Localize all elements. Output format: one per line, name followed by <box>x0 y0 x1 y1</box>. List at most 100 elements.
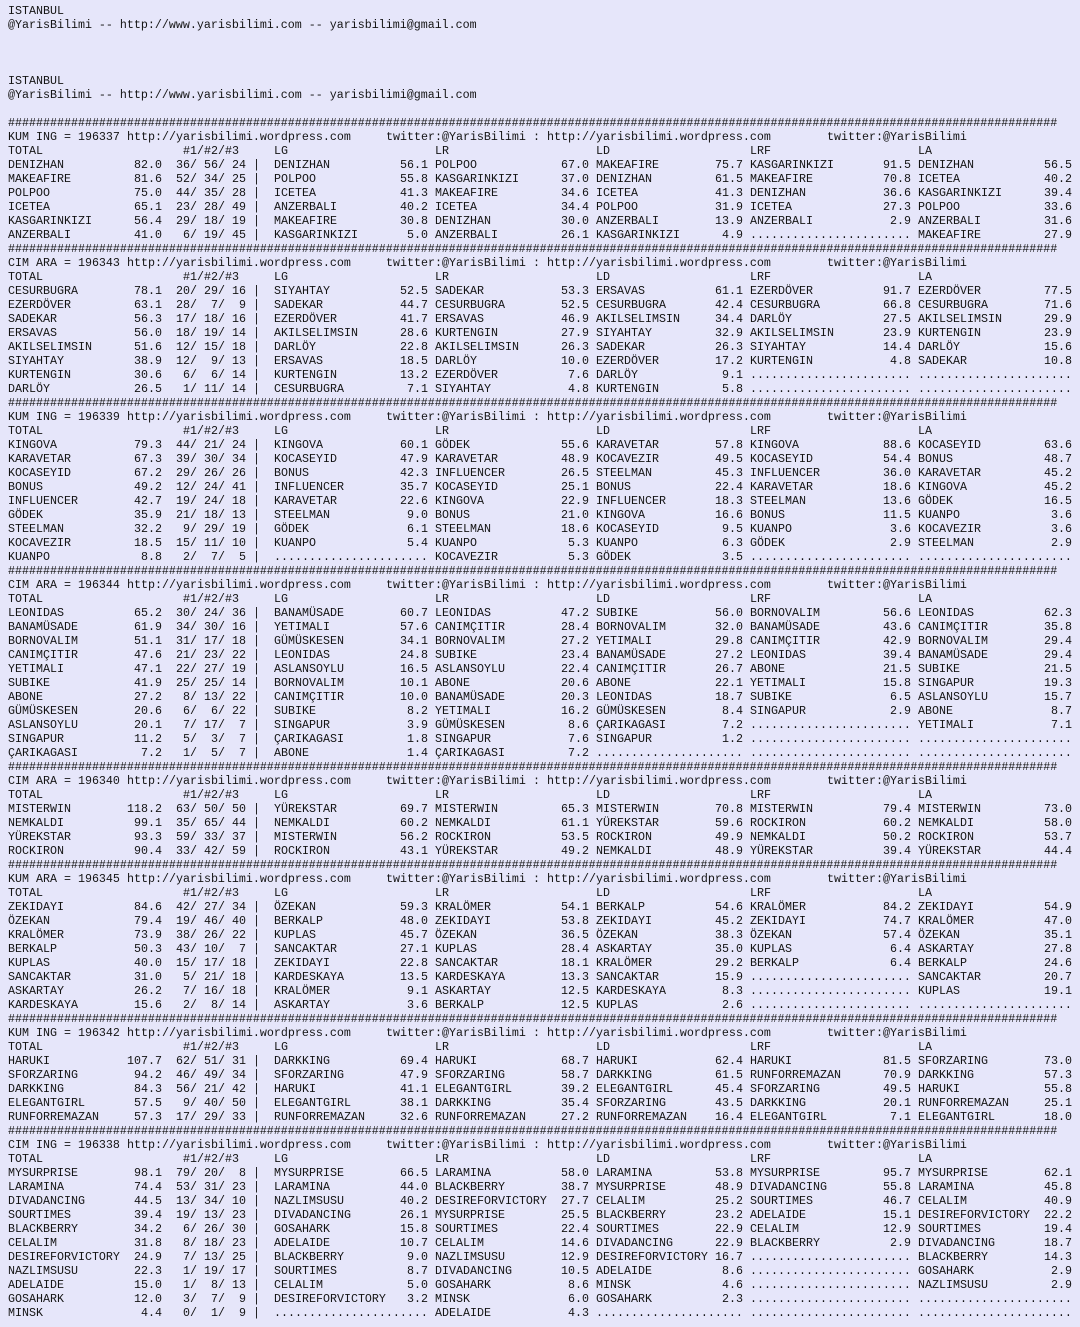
lg-name: MYSURPRISE <box>274 1166 344 1180</box>
rank1-count: 1 <box>183 746 190 760</box>
ld-score: 16.7 <box>715 1250 743 1264</box>
lg-name: CELALIM <box>274 1278 323 1292</box>
la-score: 15.7 <box>1044 690 1072 704</box>
lg-name: KARAVETAR <box>274 494 337 508</box>
lg-name: KUANPO <box>274 536 316 550</box>
total-name: KUPLAS <box>8 956 50 970</box>
column-header-row: TOTAL #1/#2/#3 LG LR LD LRF LA <box>8 144 1080 158</box>
slash: / <box>218 1264 225 1278</box>
lrf-score: 36.6 <box>883 186 911 200</box>
rank3-count: 18 <box>232 494 246 508</box>
lr-name: KOCAVEZIR <box>435 550 498 564</box>
slash: / <box>190 158 197 172</box>
lr-score: 26.1 <box>561 228 589 242</box>
lrf-score: 2.9 <box>890 1236 911 1250</box>
lr-name: RUNFORREMAZAN <box>435 1110 526 1124</box>
slash: / <box>218 620 225 634</box>
slash: / <box>190 634 197 648</box>
la-score: 53.7 <box>1044 830 1072 844</box>
ld-score: 61.5 <box>715 172 743 186</box>
rank3-count: 19 <box>232 662 246 676</box>
slash: / <box>190 970 197 984</box>
rank3-count: 19 <box>232 522 246 536</box>
slash: / <box>190 1194 197 1208</box>
rank1-count: 43 <box>176 942 190 956</box>
la-name: CESURBUGRA <box>918 298 988 312</box>
total-score: 30.6 <box>134 368 162 382</box>
lr-name: ASLANSOYLU <box>435 662 505 676</box>
lg-name: DARKKING <box>274 1054 330 1068</box>
rank1-count: 5 <box>183 732 190 746</box>
table-row: KUPLAS 40.0 15/17/18 | ZEKIDAYI 22.8 SANCAKTAR… <box>8 956 1080 970</box>
lr-name: HARUKI <box>435 1054 477 1068</box>
pipe-divider: | <box>253 284 260 298</box>
rank2-count: 8 <box>211 998 218 1012</box>
separator: ########################################… <box>8 1012 1058 1026</box>
column-header-lrf: LRF <box>750 886 771 900</box>
ld-score: 4.9 <box>722 228 743 242</box>
ld-name: CESURBUGRA <box>596 298 666 312</box>
total-name: INFLUENCER <box>8 494 78 508</box>
la-name: SINGAPUR <box>918 676 974 690</box>
lrf-name: HARUKI <box>750 1054 792 1068</box>
slash: / <box>218 340 225 354</box>
lrf-name: SINGAPUR <box>750 704 806 718</box>
slash: / <box>218 1222 225 1236</box>
slash: / <box>218 368 225 382</box>
total-name: GÜMÜSKESEN <box>8 704 78 718</box>
rank1-count: 13 <box>176 1194 190 1208</box>
table-row: ELEGANTGIRL 57.5 9/40/50 | ELEGANTGIRL 38.1 DA… <box>8 1096 1080 1110</box>
total-score: 35.9 <box>134 508 162 522</box>
slash: / <box>218 1306 225 1320</box>
lg-score: 56.1 <box>400 158 428 172</box>
table-row: ÇARIKAGASI 7.2 1/5/7 | ABONE 1.4 ÇARIKAGASI 7.2… <box>8 746 1080 760</box>
lrf-score: 2.9 <box>890 704 911 718</box>
total-score: 24.9 <box>134 1250 162 1264</box>
rank3-count: 22 <box>232 704 246 718</box>
slash: / <box>218 690 225 704</box>
lr-score: 23.4 <box>561 648 589 662</box>
lg-score: 16.5 <box>400 662 428 676</box>
lrf-score: 57.4 <box>883 928 911 942</box>
total-score: 84.6 <box>134 900 162 914</box>
ld-score: 48.9 <box>715 844 743 858</box>
lrf-score: 4.8 <box>890 354 911 368</box>
lrf-name: MAKEAFIRE <box>750 172 813 186</box>
table-row: KRALÖMER 73.9 38/26/22 | KUPLAS 45.7 ÖZEKAN 36.… <box>8 928 1080 942</box>
ld-score: 8.3 <box>722 984 743 998</box>
column-header-row: TOTAL #1/#2/#3 LG LR LD LRF LA <box>8 270 1080 284</box>
lg-score: 9.1 <box>407 984 428 998</box>
lr-name: KURTENGIN <box>435 326 498 340</box>
lr-name: SIYAHTAY <box>435 382 491 396</box>
lg-score: 41.3 <box>400 186 428 200</box>
table-row: SANCAKTAR 31.0 5/21/18 | KARDESKAYA 13.5 KARDE… <box>8 970 1080 984</box>
lr-score: 27.2 <box>561 1110 589 1124</box>
lg-name: HARUKI <box>274 1082 316 1096</box>
lg-empty-placeholder: ...................... <box>274 1306 428 1320</box>
ld-name: BERKALP <box>596 900 645 914</box>
lr-name: DIVADANCING <box>435 1264 512 1278</box>
total-score: 26.5 <box>134 382 162 396</box>
total-name: ZEKIDAYI <box>8 900 64 914</box>
ld-empty-placeholder: ..................... <box>596 746 743 760</box>
lr-score: 65.3 <box>561 802 589 816</box>
ld-score: 29.8 <box>715 634 743 648</box>
lg-name: KOCASEYID <box>274 452 337 466</box>
lr-score: 27.9 <box>561 326 589 340</box>
la-score: 22.2 <box>1044 1208 1072 1222</box>
twitter-handle: twitter:@YarisBilimi <box>827 130 967 144</box>
rank3-count: 28 <box>232 186 246 200</box>
rank3-count: 13 <box>232 508 246 522</box>
rank1-count: 21 <box>176 648 190 662</box>
total-score: 47.1 <box>134 662 162 676</box>
pipe-divider: | <box>253 956 260 970</box>
pipe-divider: | <box>253 1208 260 1222</box>
lr-score: 14.6 <box>561 1236 589 1250</box>
pipe-divider: | <box>253 326 260 340</box>
slash: / <box>218 914 225 928</box>
lg-name: DENIZHAN <box>274 158 330 172</box>
colon: : <box>533 1026 540 1040</box>
column-header-la: LA <box>918 144 932 158</box>
slash: / <box>190 648 197 662</box>
twitter-handle: twitter:@YarisBilimi <box>827 1138 967 1152</box>
